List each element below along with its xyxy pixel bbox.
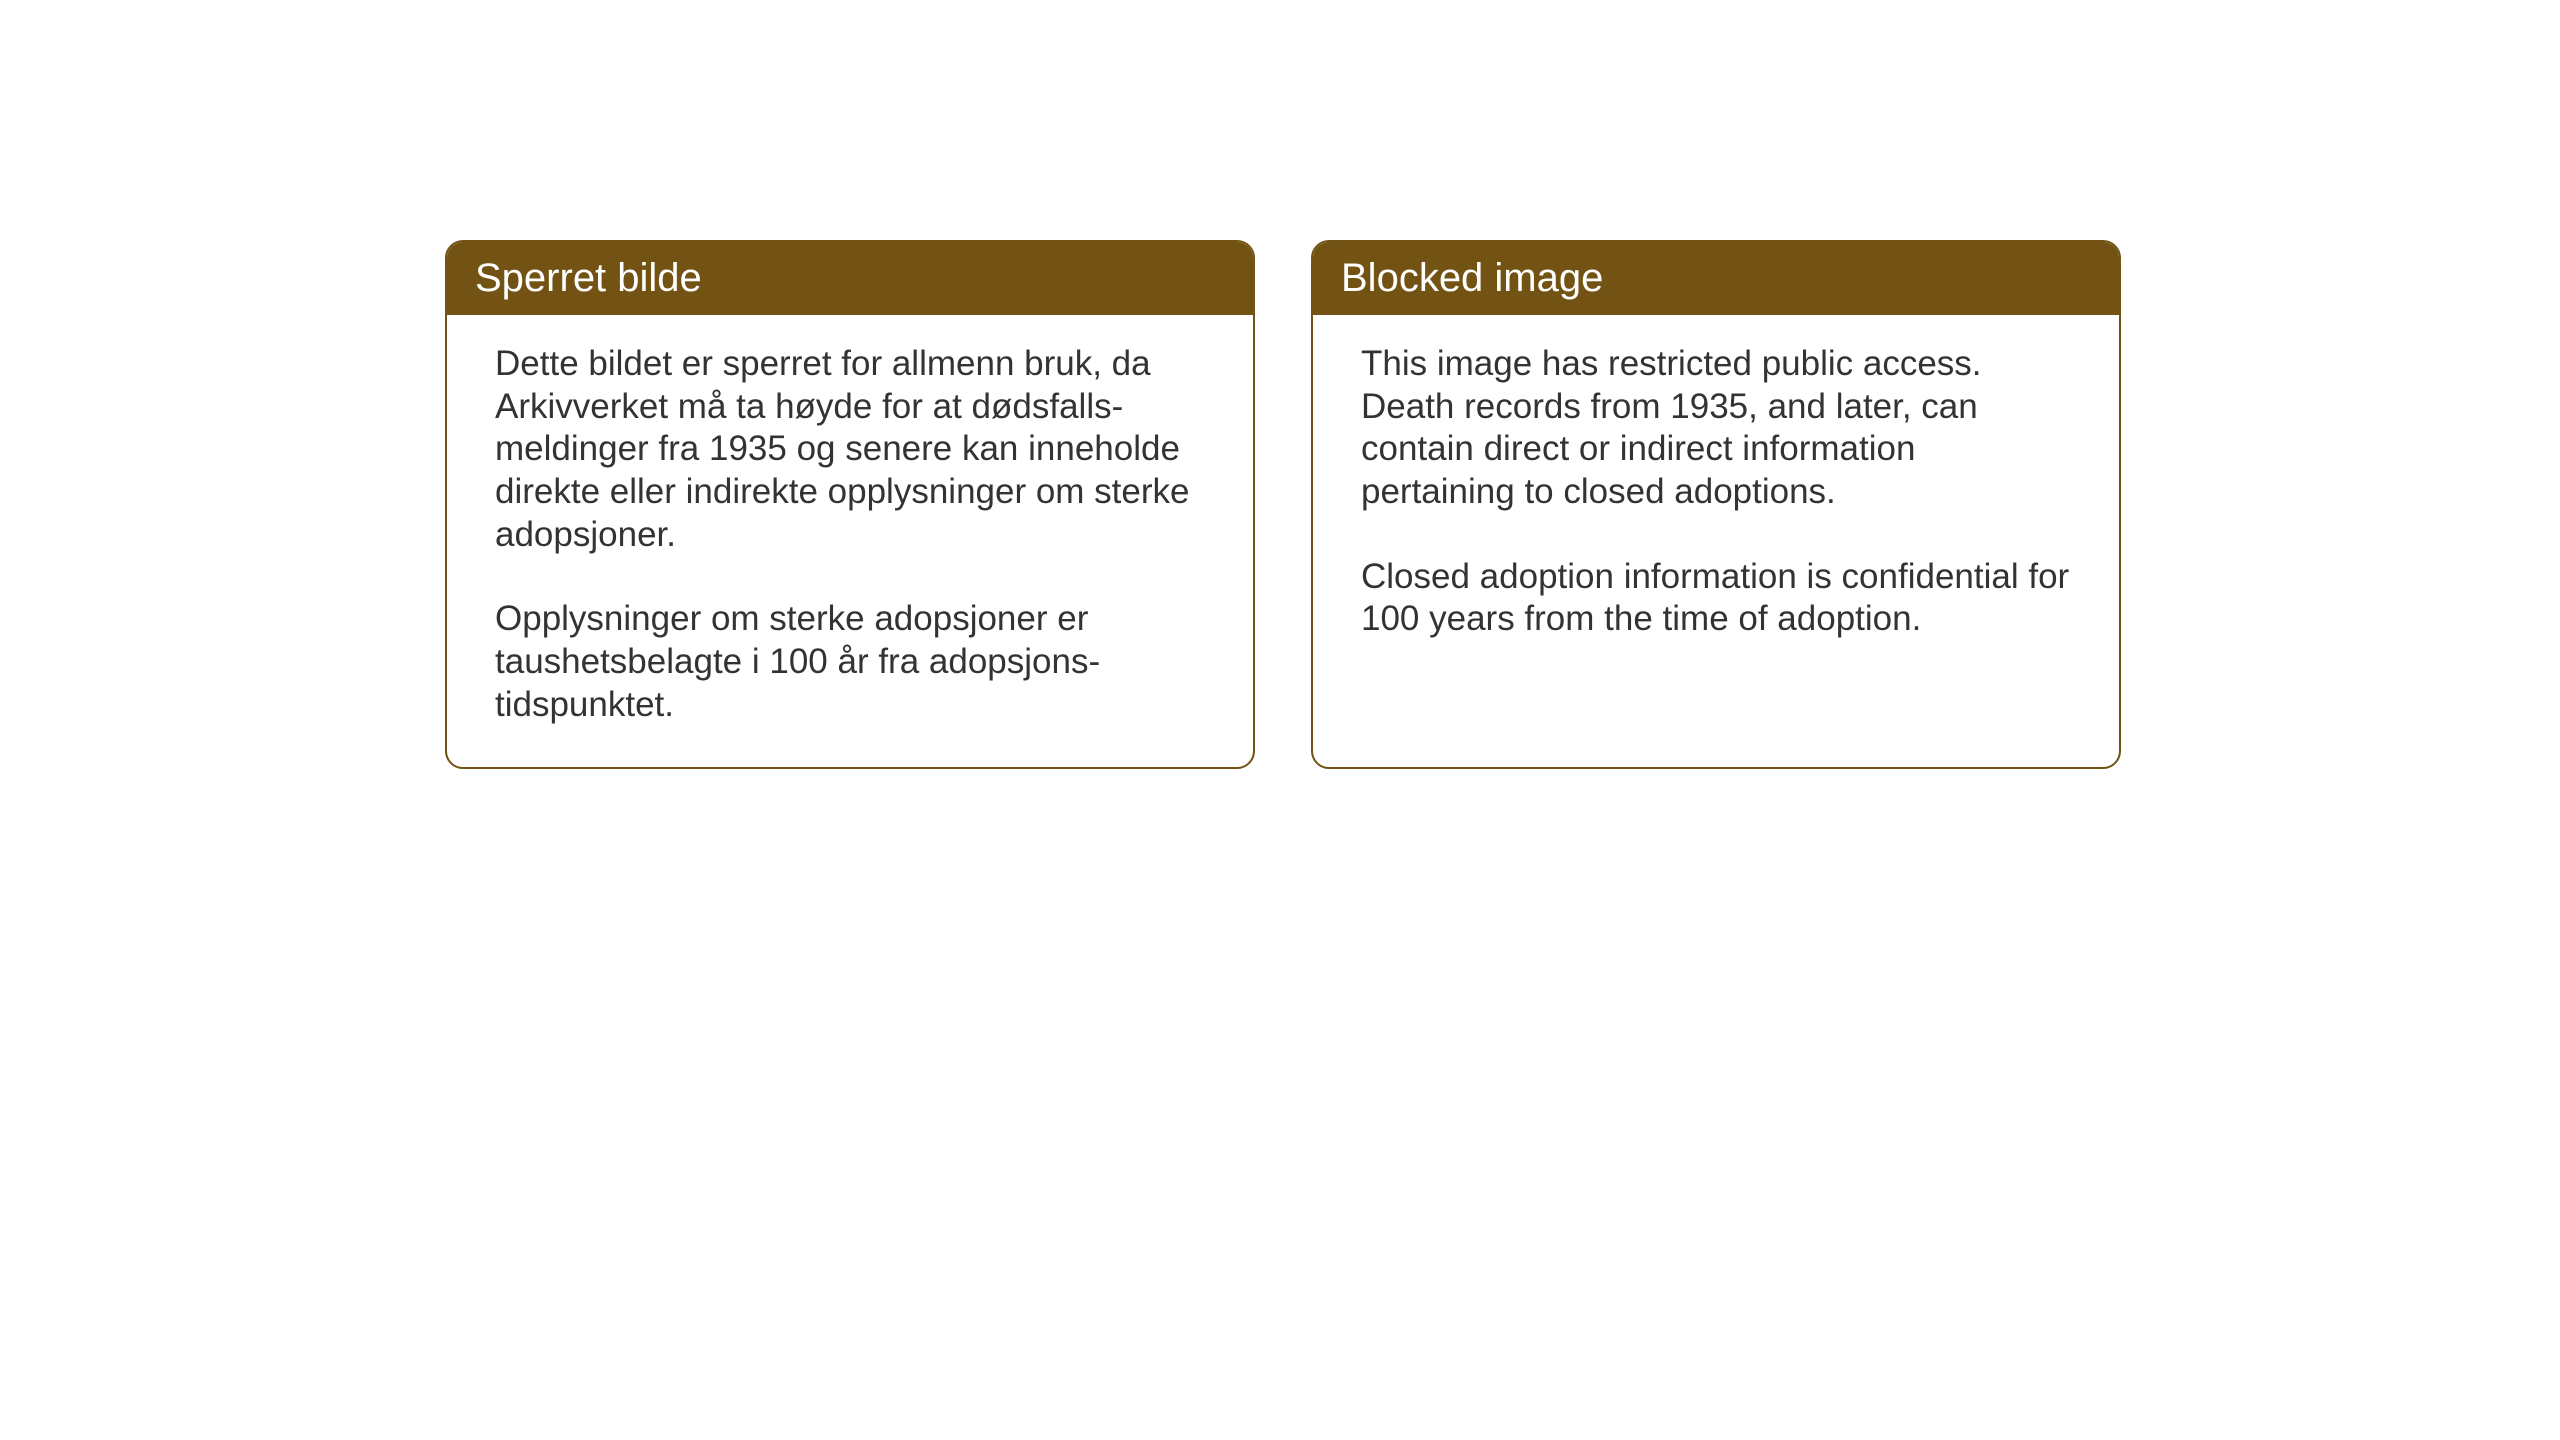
- info-cards-container: Sperret bilde Dette bildet er sperret fo…: [445, 240, 2121, 769]
- norwegian-paragraph-1: Dette bildet er sperret for allmenn bruk…: [495, 343, 1205, 556]
- norwegian-card-title: Sperret bilde: [447, 242, 1253, 315]
- english-paragraph-2: Closed adoption information is confident…: [1361, 556, 2071, 641]
- norwegian-paragraph-2: Opplysninger om sterke adopsjoner er tau…: [495, 598, 1205, 726]
- norwegian-card-body: Dette bildet er sperret for allmenn bruk…: [447, 315, 1253, 767]
- english-paragraph-1: This image has restricted public access.…: [1361, 343, 2071, 514]
- norwegian-info-card: Sperret bilde Dette bildet er sperret fo…: [445, 240, 1255, 769]
- english-card-body: This image has restricted public access.…: [1313, 315, 2119, 681]
- english-info-card: Blocked image This image has restricted …: [1311, 240, 2121, 769]
- english-card-title: Blocked image: [1313, 242, 2119, 315]
